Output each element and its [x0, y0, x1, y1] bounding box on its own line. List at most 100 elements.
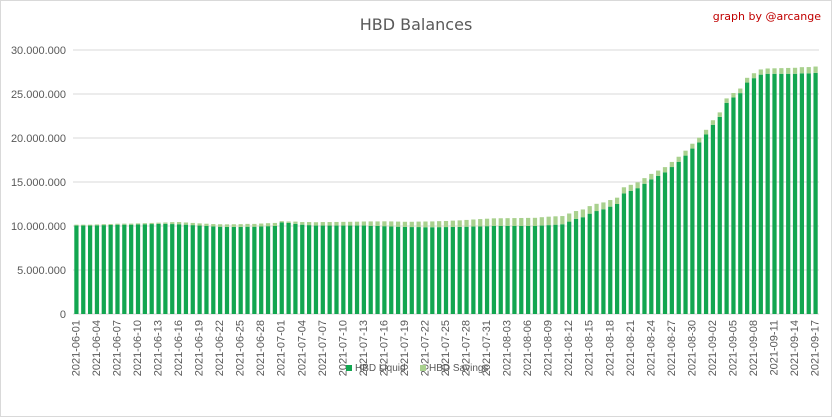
- bar-savings-49: [409, 221, 414, 228]
- bar-liquid-4: [101, 225, 106, 314]
- bar-liquid-24: [238, 226, 243, 314]
- bar-liquid-38: [334, 225, 339, 314]
- bar-liquid-91: [697, 142, 702, 314]
- bar-liquid-93: [710, 124, 716, 314]
- bar-savings-76: [594, 203, 599, 212]
- bar-savings-104: [786, 67, 791, 74]
- bar-liquid-103: [779, 73, 784, 314]
- bar-savings-90: [690, 143, 695, 149]
- bar-savings-67: [532, 217, 538, 226]
- bar-savings-62: [498, 218, 503, 226]
- bar-liquid-43: [368, 225, 373, 314]
- bar-liquid-8: [129, 224, 134, 314]
- x-tick-label-6: 2021-06-07: [111, 320, 123, 376]
- chart-credit: graph by @arcange: [713, 10, 821, 23]
- bar-savings-45: [382, 221, 387, 227]
- bar-liquid-9: [135, 224, 141, 314]
- bar-savings-80: [621, 187, 627, 194]
- bar-liquid-76: [594, 211, 599, 314]
- bar-savings-55: [450, 220, 455, 227]
- bar-savings-10: [142, 223, 147, 225]
- bar-savings-94: [717, 112, 722, 117]
- bar-savings-41: [354, 221, 360, 226]
- bar-savings-27: [259, 223, 264, 227]
- bar-savings-16: [183, 222, 189, 225]
- bar-liquid-106: [799, 73, 805, 314]
- bar-liquid-35: [313, 225, 319, 314]
- bar-liquid-79: [614, 204, 620, 314]
- bar-liquid-56: [457, 226, 462, 314]
- bar-savings-47: [395, 221, 401, 227]
- bar-savings-24: [238, 224, 243, 227]
- bar-savings-12: [156, 222, 161, 224]
- bar-savings-108: [813, 66, 818, 73]
- bar-liquid-55: [450, 226, 455, 314]
- x-tick-label-81: 2021-08-21: [625, 320, 637, 376]
- bar-liquid-54: [443, 227, 449, 314]
- bar-liquid-32: [293, 223, 298, 314]
- y-axis-ticks: 0 5.000.000 10.000.000 15.000.000 20.000.000…: [11, 45, 66, 321]
- bar-savings-31: [286, 221, 291, 223]
- x-tick-label-108: 2021-09-17: [810, 320, 822, 376]
- bar-savings-39: [341, 221, 346, 226]
- x-tick-label-96: 2021-09-05: [727, 320, 739, 376]
- bar-liquid-75: [587, 213, 592, 314]
- bar-savings-81: [628, 184, 633, 191]
- bar-savings-51: [423, 221, 428, 228]
- bar-savings-64: [512, 218, 517, 226]
- bar-liquid-17: [190, 225, 195, 314]
- bar-savings-59: [478, 219, 483, 227]
- bar-savings-85: [656, 170, 661, 176]
- bar-liquid-102: [772, 73, 777, 314]
- x-tick-label-72: 2021-08-12: [563, 320, 575, 376]
- bar-savings-92: [703, 129, 709, 135]
- bar-savings-107: [806, 67, 811, 74]
- bar-liquid-105: [792, 73, 798, 314]
- bar-savings-32: [293, 221, 298, 224]
- bar-liquid-81: [628, 190, 633, 314]
- bar-liquid-70: [553, 224, 558, 314]
- bar-liquid-73: [573, 218, 579, 314]
- x-tick-label-24: 2021-06-25: [235, 320, 247, 376]
- x-tick-label-105: 2021-09-14: [789, 320, 801, 376]
- bar-liquid-41: [354, 225, 360, 314]
- x-tick-label-57: 2021-07-28: [461, 320, 473, 376]
- bar-savings-52: [430, 221, 435, 228]
- bar-liquid-6: [115, 224, 120, 314]
- bar-savings-48: [402, 221, 408, 227]
- bar-liquid-97: [738, 93, 743, 315]
- bar-liquid-84: [649, 179, 654, 314]
- bar-savings-2: [87, 224, 93, 226]
- bar-liquid-60: [484, 226, 490, 314]
- bar-liquid-94: [717, 116, 722, 314]
- bar-savings-68: [539, 217, 544, 226]
- bar-liquid-108: [813, 72, 818, 314]
- bar-savings-79: [614, 197, 620, 204]
- bar-savings-11: [149, 222, 154, 225]
- bar-liquid-33: [300, 224, 305, 314]
- bar-savings-15: [176, 222, 182, 225]
- bar-savings-22: [224, 224, 230, 227]
- bar-liquid-5: [108, 224, 113, 314]
- bar-liquid-7: [122, 224, 127, 314]
- legend-label-hbd-savings: HBD Savings: [429, 363, 488, 374]
- x-tick-label-15: 2021-06-16: [173, 320, 185, 376]
- bar-liquid-1: [81, 225, 86, 314]
- bar-savings-93: [710, 120, 716, 125]
- bar-liquid-18: [197, 225, 202, 314]
- bar-liquid-53: [437, 227, 442, 314]
- bar-savings-84: [649, 173, 654, 180]
- bar-liquid-2: [87, 225, 93, 314]
- bar-savings-44: [375, 221, 380, 226]
- bar-savings-73: [573, 211, 579, 219]
- bar-liquid-29: [272, 226, 278, 314]
- bar-liquid-101: [765, 73, 770, 314]
- x-tick-label-63: 2021-08-03: [502, 320, 514, 376]
- bar-liquid-27: [259, 226, 264, 314]
- x-tick-label-42: 2021-07-13: [358, 320, 370, 376]
- x-tick-label-78: 2021-08-18: [604, 320, 616, 376]
- bar-liquid-50: [416, 227, 421, 314]
- bar-liquid-58: [471, 226, 476, 314]
- x-tick-label-45: 2021-07-16: [378, 320, 390, 376]
